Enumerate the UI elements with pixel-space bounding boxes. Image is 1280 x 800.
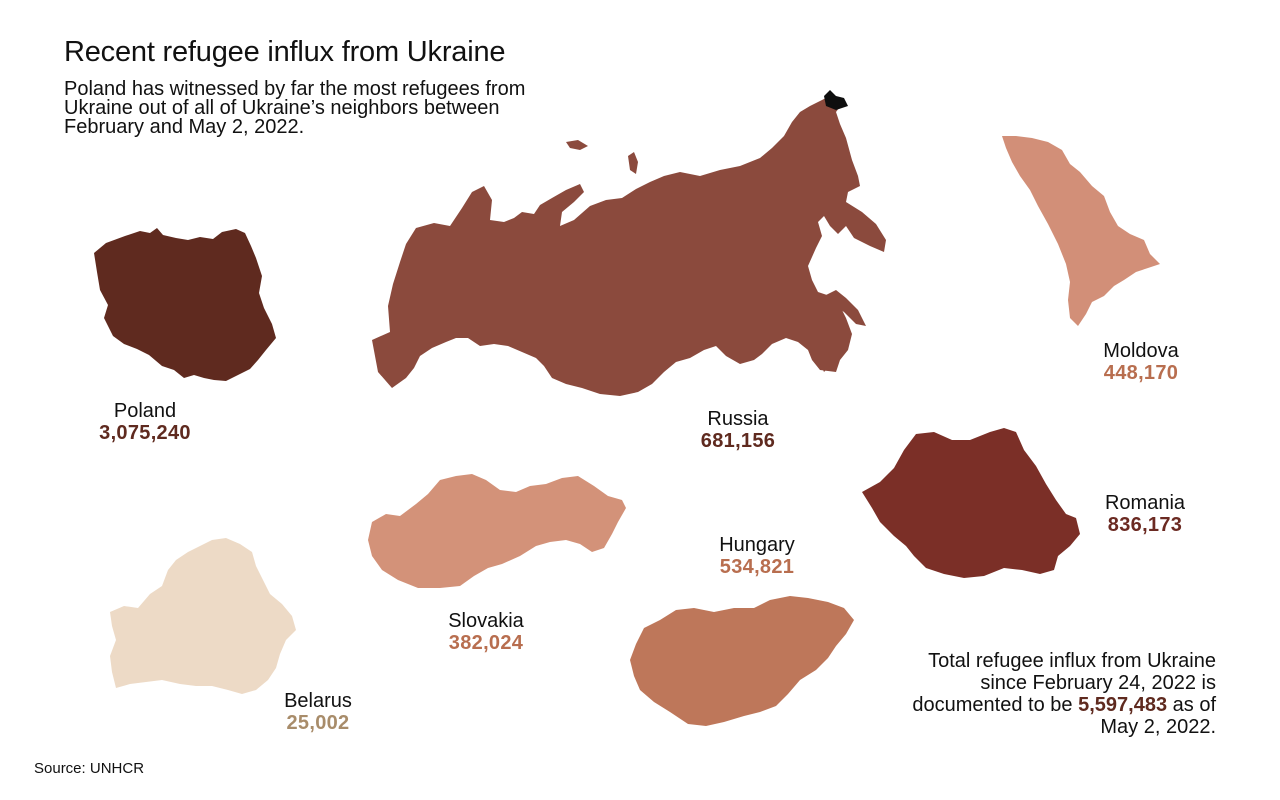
label-romania-name: Romania — [1104, 492, 1186, 514]
label-moldova-value: 448,170 — [1103, 362, 1179, 384]
island-russia-south — [818, 352, 832, 372]
label-romania-value: 836,173 — [1107, 514, 1183, 536]
total-note-text-before: Total refugee influx from Ukraine since … — [912, 650, 1216, 716]
country-shape-romania — [862, 428, 1080, 578]
country-shape-moldova — [1002, 136, 1160, 326]
label-belarus-name: Belarus — [284, 690, 352, 712]
country-shape-belarus — [110, 538, 296, 694]
label-moldova-name: Moldova — [1103, 340, 1179, 362]
total-note-value: 5,597,483 — [1078, 694, 1168, 716]
label-belarus-value: 25,002 — [286, 712, 350, 734]
island-russia-sakhalin — [824, 290, 866, 326]
total-note-text-after: as of May 2, 2022. — [1100, 694, 1216, 738]
label-poland: Poland 3,075,240 — [80, 400, 210, 444]
label-russia-name: Russia — [707, 408, 769, 430]
region-black-marker — [824, 90, 848, 110]
country-shape-poland — [94, 228, 276, 381]
country-shape-hungary — [630, 596, 854, 726]
source-note: Source: UNHCR — [34, 760, 145, 777]
label-slovakia-value: 382,024 — [448, 632, 524, 654]
label-slovakia-name: Slovakia — [448, 610, 524, 632]
country-shape-slovakia — [368, 474, 626, 588]
label-poland-value: 3,075,240 — [99, 422, 191, 444]
label-russia-value: 681,156 — [700, 430, 776, 452]
label-slovakia: Slovakia 382,024 — [421, 610, 551, 654]
label-hungary-value: 534,821 — [719, 556, 795, 578]
label-belarus: Belarus 25,002 — [253, 690, 383, 734]
label-hungary: Hungary 534,821 — [692, 534, 822, 578]
country-shape-russia — [372, 96, 886, 396]
total-note: Total refugee influx from Ukraine since … — [896, 650, 1216, 738]
label-poland-name: Poland — [113, 400, 177, 422]
label-romania: Romania 836,173 — [1080, 492, 1210, 536]
label-hungary-name: Hungary — [719, 534, 795, 556]
island-russia-east — [628, 152, 638, 174]
island-russia-north — [566, 140, 588, 150]
map-subtitle: Poland has witnessed by far the most ref… — [64, 78, 526, 138]
map-title: Recent refugee influx from Ukraine — [64, 36, 506, 68]
label-russia: Russia 681,156 — [673, 408, 803, 452]
label-moldova: Moldova 448,170 — [1076, 340, 1206, 384]
